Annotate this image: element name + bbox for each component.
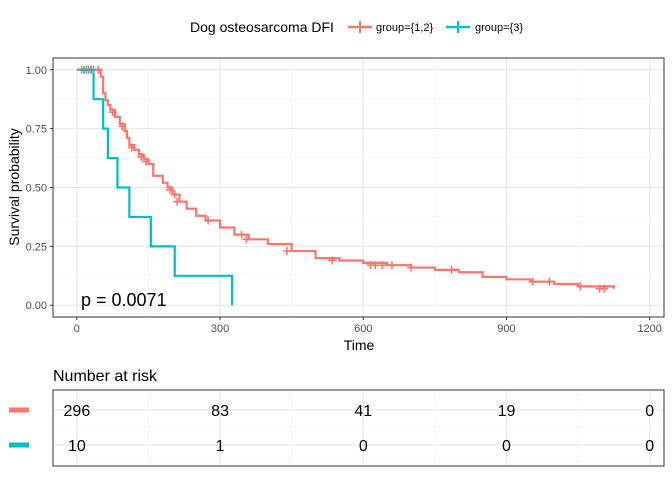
censor-mark bbox=[108, 108, 117, 117]
censor-mark bbox=[118, 122, 127, 131]
legend-item-label: group={3} bbox=[475, 22, 523, 34]
censor-mark bbox=[94, 65, 103, 74]
risk-count: 10 bbox=[68, 438, 86, 455]
legend-title: Dog osteosarcoma DFI bbox=[190, 19, 334, 35]
risk-count: 0 bbox=[359, 438, 368, 455]
censor-mark bbox=[204, 216, 213, 225]
x-axis-ticks: 0 300 600 900 1200 bbox=[74, 317, 662, 335]
censor-mark bbox=[237, 230, 246, 239]
censor-mark bbox=[328, 256, 337, 265]
censor-mark bbox=[80, 65, 89, 74]
censor-mark bbox=[545, 277, 554, 286]
censor-mark bbox=[142, 157, 151, 166]
censor-mark bbox=[387, 261, 396, 270]
risk-table-grid bbox=[53, 390, 664, 466]
y-tick-label: 1.00 bbox=[26, 65, 47, 77]
risk-count: 0 bbox=[502, 438, 511, 455]
p-value-annotation: p = 0.0071 bbox=[81, 290, 167, 310]
y-tick-label: 0.25 bbox=[26, 241, 47, 253]
x-tick-label: 0 bbox=[74, 323, 80, 335]
y-tick-label: 0.00 bbox=[26, 300, 47, 312]
censor-mark bbox=[242, 235, 251, 244]
x-tick-label: 600 bbox=[354, 323, 372, 335]
risk-count: 0 bbox=[645, 438, 654, 455]
censor-mark bbox=[600, 284, 609, 293]
survival-curve-group-3 bbox=[76, 68, 234, 306]
x-tick-label: 900 bbox=[497, 323, 515, 335]
legend-item-group-3: group={3} bbox=[446, 21, 523, 34]
y-tick-label: 0.50 bbox=[26, 183, 47, 195]
legend-item-label: group={1,2} bbox=[376, 22, 434, 34]
censor-mark bbox=[165, 185, 174, 194]
risk-row-group-1-2: 296 83 41 19 0 bbox=[9, 403, 654, 420]
x-tick-label: 300 bbox=[211, 323, 229, 335]
censor-mark bbox=[378, 261, 387, 270]
x-tick-label: 1200 bbox=[637, 323, 661, 335]
censor-mark bbox=[87, 65, 96, 74]
censor-mark bbox=[282, 247, 291, 256]
risk-count: 41 bbox=[354, 403, 372, 420]
risk-table-title: Number at risk bbox=[53, 368, 158, 385]
censor-mark bbox=[576, 282, 585, 291]
survival-plot: 0.00 0.25 0.50 0.75 1.00 0 300 600 900 1200 Surv… bbox=[6, 57, 665, 353]
y-tick-label: 0.75 bbox=[26, 124, 47, 136]
y-axis-label: Survival probability bbox=[6, 128, 22, 246]
censor-mark bbox=[447, 265, 456, 274]
censor-mark bbox=[173, 197, 182, 206]
risk-row-color-key bbox=[9, 442, 29, 448]
risk-count: 0 bbox=[645, 403, 654, 420]
censor-mark bbox=[170, 190, 179, 199]
risk-table-rows: 296 83 41 19 010 1 0 0 0 bbox=[9, 403, 654, 455]
censor-mark bbox=[371, 261, 380, 270]
risk-count: 1 bbox=[216, 438, 225, 455]
censor-mark bbox=[127, 143, 136, 152]
x-axis-label: Time bbox=[344, 337, 375, 353]
censor-mark bbox=[528, 277, 537, 286]
risk-table: Number at risk 296 83 41 19 010 1 0 0 0 bbox=[9, 368, 665, 467]
risk-row-group-3: 10 1 0 0 0 bbox=[9, 438, 654, 455]
y-axis-ticks: 0.00 0.25 0.50 0.75 1.00 bbox=[26, 65, 53, 312]
risk-count: 19 bbox=[498, 403, 516, 420]
censor-mark bbox=[407, 263, 416, 272]
censor-mark bbox=[137, 152, 146, 161]
risk-table-border bbox=[52, 389, 665, 467]
risk-row-color-key bbox=[9, 407, 29, 413]
risk-count: 83 bbox=[211, 403, 229, 420]
legend: Dog osteosarcoma DFI group={1,2} group={… bbox=[190, 19, 523, 35]
risk-count: 296 bbox=[64, 403, 91, 420]
risk-table-panel bbox=[52, 389, 665, 467]
censor-marks bbox=[77, 65, 609, 293]
legend-item-group-1-2: group={1,2} bbox=[348, 21, 434, 34]
